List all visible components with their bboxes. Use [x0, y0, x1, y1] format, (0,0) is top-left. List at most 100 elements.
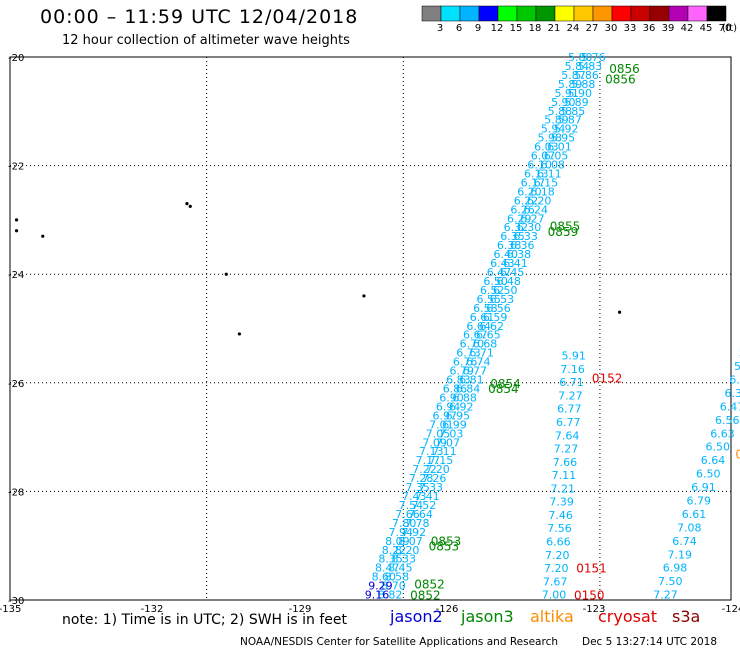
island-marker: [185, 202, 189, 206]
swh-value-label: 7.46: [548, 509, 573, 522]
colorbar-swatch: [592, 5, 613, 22]
island-marker: [224, 272, 228, 276]
swh-value-label: 6.11: [537, 167, 562, 180]
y-tick-label: -24: [8, 270, 24, 281]
colorbar-label: 45: [700, 23, 713, 34]
pass-time-label: 0856: [609, 62, 640, 76]
pass-time-label: 0151: [576, 561, 607, 575]
legend-item-jason2: jason2: [390, 607, 443, 626]
swh-value-label: 6.48: [496, 275, 521, 288]
colorbar-swatch: [649, 5, 670, 22]
swh-value-label: 6.92: [449, 400, 474, 413]
swh-value-label: 6.50: [483, 275, 508, 288]
swh-value-label: 5.80: [568, 51, 593, 64]
colorbar-swatch: [630, 5, 651, 22]
swh-value-label: 6.50: [696, 468, 721, 481]
colorbar-swatch: [611, 5, 632, 22]
colorbar-swatch: [516, 5, 537, 22]
swh-value-label: 5.76: [581, 51, 606, 64]
swh-value-label: 7.94: [389, 526, 414, 539]
swh-value-label: 6.15: [534, 176, 559, 189]
island-marker: [14, 218, 19, 222]
swh-value-label: 7.64: [555, 429, 580, 442]
swh-value-label: 7.16: [560, 363, 585, 376]
swh-value-label: 5.89: [564, 96, 589, 109]
chart-subtitle: 12 hour collection of altimeter wave hei…: [62, 33, 350, 48]
swh-value-label: 6.73: [456, 347, 481, 360]
generation-timestamp: Dec 5 13:27:14 UTC 2018: [582, 636, 718, 648]
swh-value-label: 6.26: [510, 203, 535, 216]
swh-value-label: 8.82: [378, 589, 403, 602]
swh-value-label: 6.58: [473, 302, 498, 315]
swh-value-label: 7.28: [409, 472, 434, 485]
swh-value-label: 8.20: [395, 544, 420, 557]
swh-value-label: 7.50: [658, 575, 683, 588]
swh-value-label: 6.74: [466, 356, 491, 369]
swh-value-label: 5.98: [538, 132, 563, 145]
swh-value-label: 5.87: [557, 114, 582, 127]
swh-value-label: 6.30: [517, 221, 542, 234]
swh-value-label: 6.77: [463, 365, 488, 378]
swh-value-label: 6.68: [473, 338, 498, 351]
swh-value-label: 7.11: [552, 469, 577, 482]
swh-value-label: 8.33: [391, 553, 416, 566]
pass-time-label: 0156: [735, 447, 740, 461]
swh-value-label: 6.03: [534, 141, 559, 154]
swh-value-label: 6.47: [720, 400, 740, 413]
colorbar-label: 18: [529, 23, 542, 34]
swh-value-label: 6.33: [513, 230, 538, 243]
x-tick-label: -132: [141, 604, 164, 615]
swh-value-label: 6.61: [470, 311, 495, 324]
swh-value-label: 7.27: [558, 389, 583, 402]
island-marker: [237, 332, 242, 336]
swh-value-label: 6.63: [710, 427, 735, 440]
swh-value-label: 5.88: [548, 105, 573, 118]
swh-value-label: 6.79: [449, 365, 474, 378]
swh-value-label: 6.79: [686, 494, 711, 507]
swh-value-label: 6.95: [446, 409, 471, 422]
swh-value-label: 7.43: [402, 490, 427, 503]
colorbar-label: 24: [567, 23, 580, 34]
swh-value-label: 6.22: [514, 194, 539, 207]
y-tick-label: -26: [8, 379, 24, 390]
pass-time-label: 0854: [488, 382, 519, 396]
swh-value-label: 5.91: [739, 347, 740, 360]
swh-value-label: 7.35: [405, 481, 430, 494]
swh-value-label: 6.10: [527, 159, 552, 172]
swh-value-label: 6.31: [724, 387, 740, 400]
swh-value-label: 7.66: [395, 508, 420, 521]
colorbar-swatch: [535, 5, 556, 22]
colorbar-swatch: [497, 5, 518, 22]
island-marker: [188, 204, 192, 208]
swh-value-label: 5.84: [565, 60, 590, 73]
swh-value-label: 7.19: [667, 548, 692, 561]
swh-value-label: 8.45: [388, 562, 413, 575]
y-tick-label: -30: [8, 596, 24, 607]
swh-value-label: 6.44: [729, 374, 740, 387]
swh-value-label: 6.65: [476, 329, 501, 342]
island-marker: [41, 234, 45, 238]
plot-frame: [9, 56, 732, 601]
swh-value-label: 7.67: [543, 575, 568, 588]
colorbar-swatch: [478, 5, 499, 22]
swh-value-label: 7.56: [547, 522, 572, 535]
swh-value-label: 6.74: [672, 535, 697, 548]
swh-value-label: 8.58: [385, 571, 410, 584]
swh-value-label: 6.17: [521, 176, 546, 189]
swh-value-label: 7.08: [677, 521, 702, 534]
swh-value-label: 6.01: [547, 141, 572, 154]
swh-value-label: 6.45: [500, 266, 525, 279]
swh-value-label: 6.84: [456, 383, 481, 396]
x-tick-label: -129: [289, 604, 312, 615]
swh-value-label: 9.16: [365, 589, 390, 602]
swh-value-label: 5.85: [561, 105, 586, 118]
colorbar-swatch: [421, 5, 442, 22]
swh-value-label: 6.41: [503, 257, 528, 270]
colorbar-label: 9: [475, 23, 481, 34]
swh-value-label: 6.77: [556, 416, 581, 429]
swh-value-label: 7.20: [425, 463, 450, 476]
swh-value-label: 7.27: [653, 589, 678, 602]
colorbar-label: 70: [719, 23, 732, 34]
swh-value-label: 6.13: [524, 167, 549, 180]
legend-item-s3a: s3a: [672, 607, 701, 626]
